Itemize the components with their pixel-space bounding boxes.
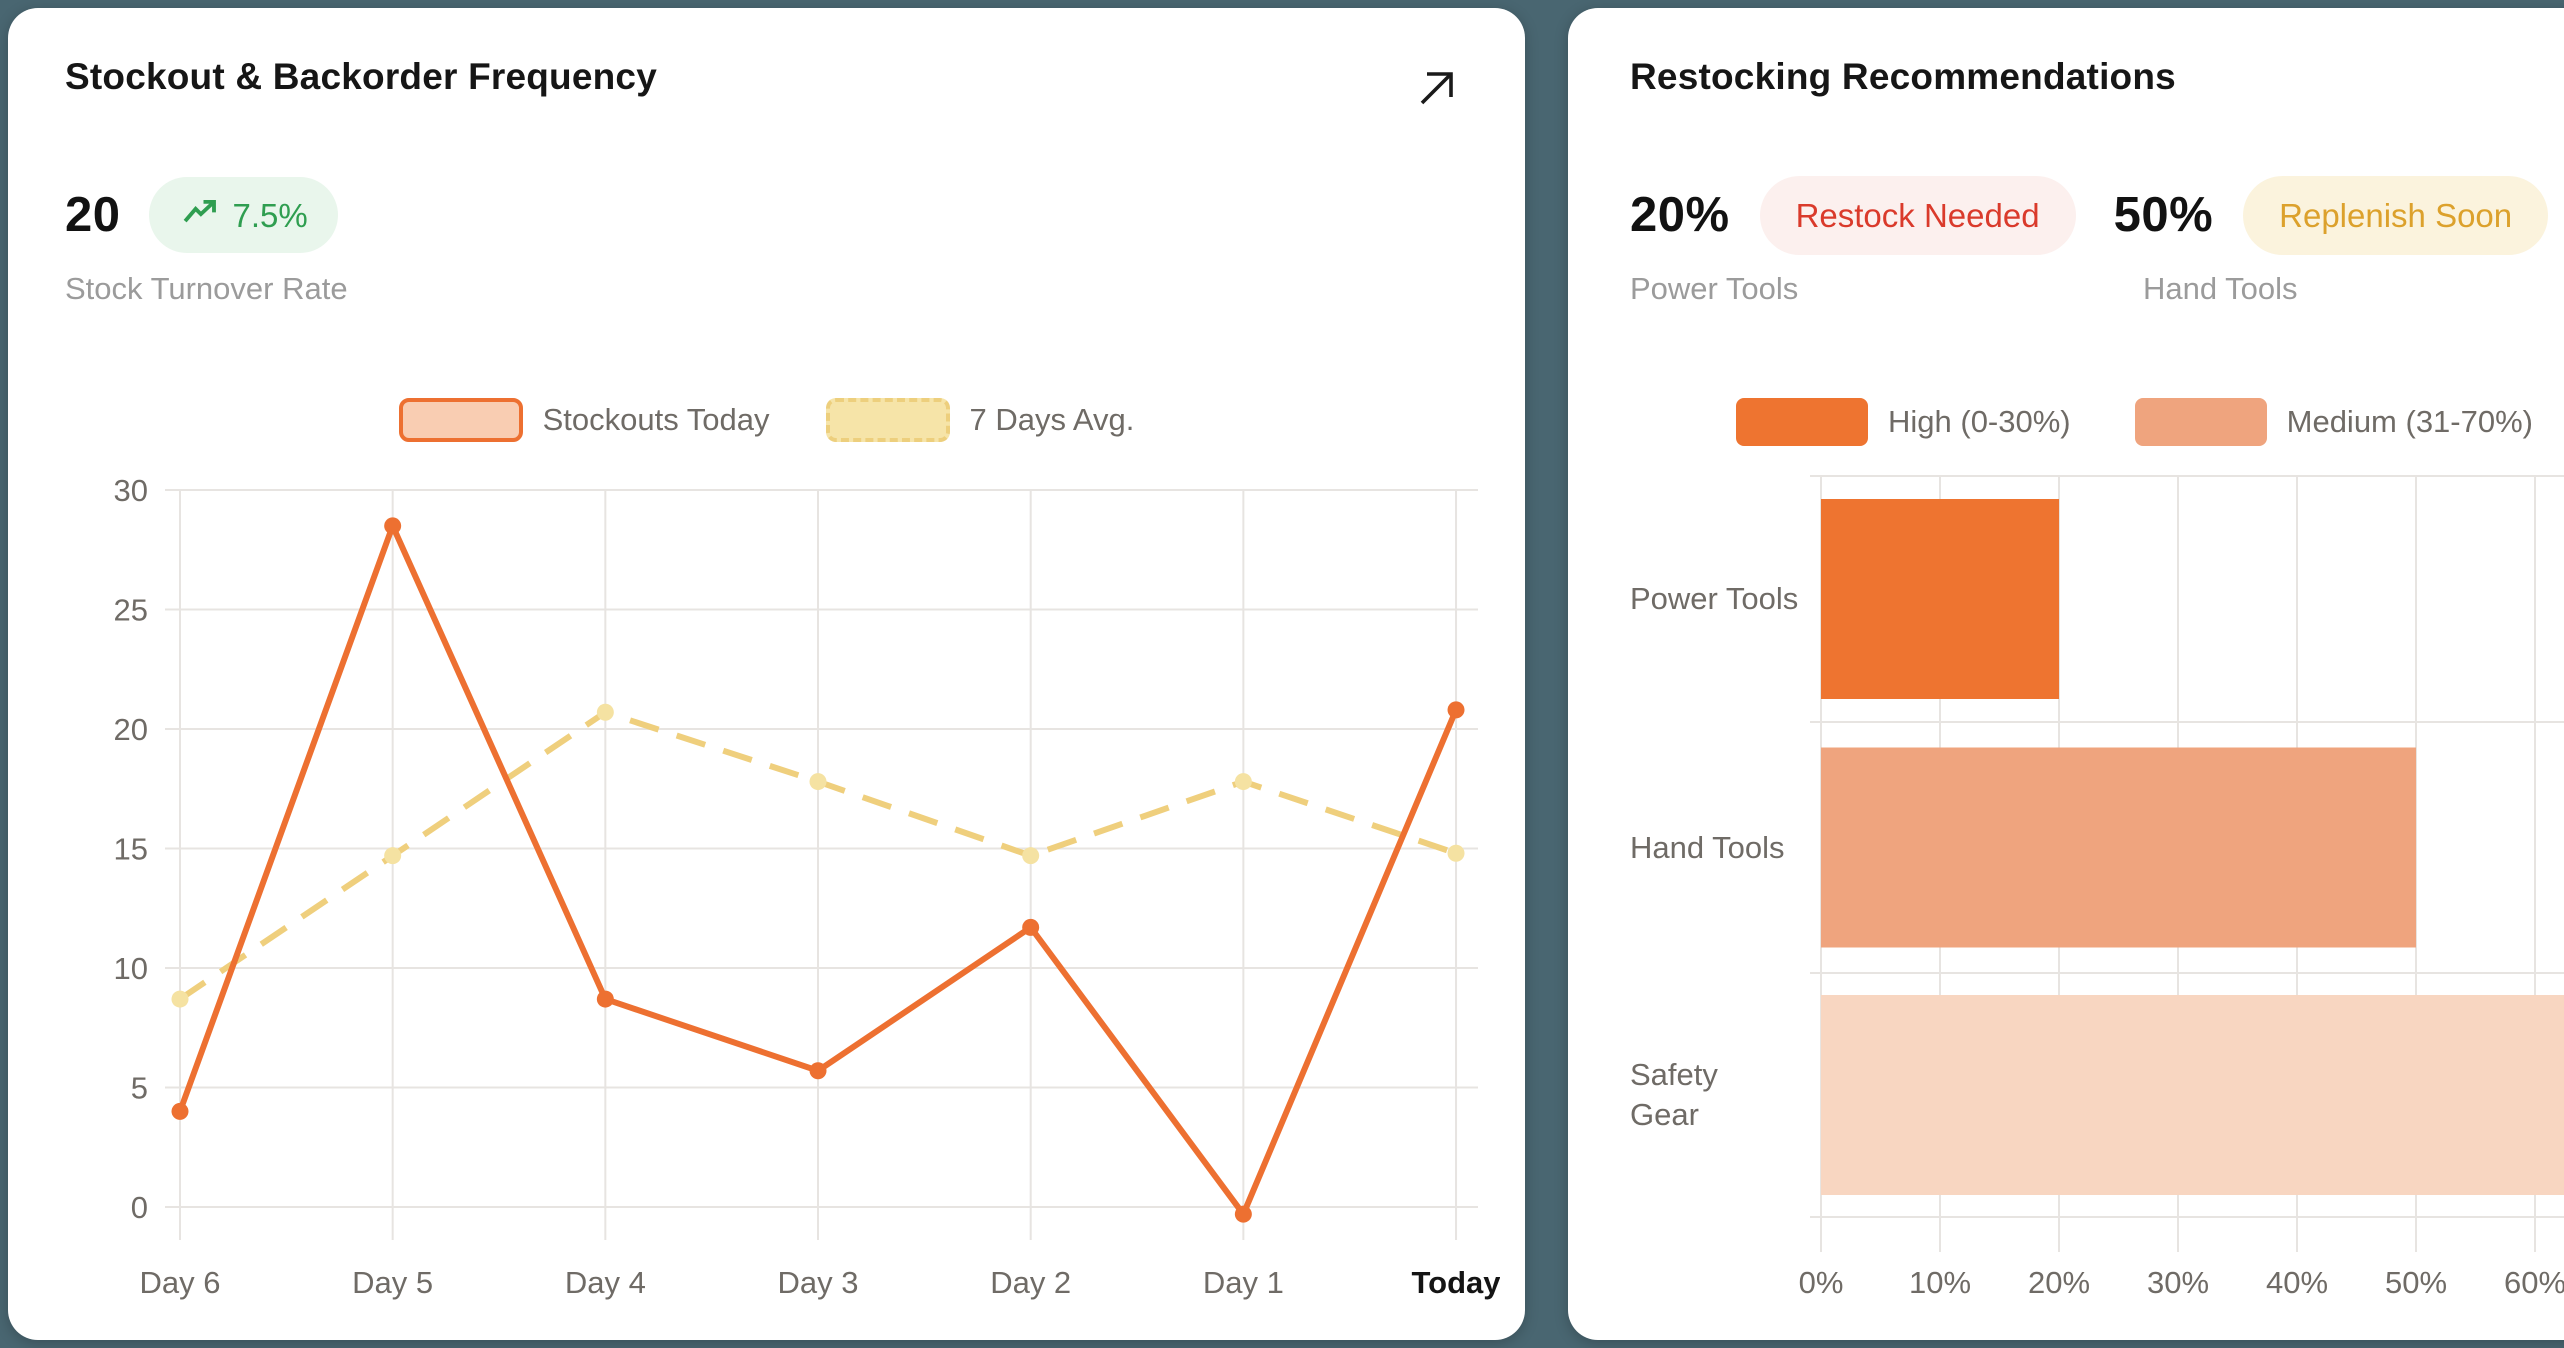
legend-label: 7 Days Avg. bbox=[969, 402, 1135, 437]
bar-legend: High (0-30%) Medium (31-70%) bbox=[1568, 398, 2564, 446]
legend-swatch-icon bbox=[1736, 398, 1868, 446]
line-chart: 0 5 10 15 20 25 30 Day 6 Day 5 Day 4 Day 3 Day 2 Day… bbox=[114, 473, 1502, 1300]
stat-row: 20 7.5% bbox=[65, 171, 338, 259]
y-tick-label: 15 bbox=[114, 832, 148, 867]
bar-power-tools[interactable] bbox=[1821, 499, 2059, 699]
x-tick-label: Day 4 bbox=[565, 1265, 646, 1300]
stat-row-right: 20% Restock Needed 50% Replenish Soon bbox=[1630, 171, 2549, 259]
legend-label: High (0-30%) bbox=[1888, 404, 2071, 439]
page-title-right: Restocking Recommendations bbox=[1630, 56, 2176, 97]
arrow-up-right-icon bbox=[1420, 72, 1453, 105]
legend-label: Stockouts Today bbox=[542, 402, 770, 437]
bar-category-label-1: Hand Tools bbox=[1630, 829, 1785, 865]
x-tick-label: Day 6 bbox=[140, 1265, 221, 1300]
data-point[interactable] bbox=[171, 1102, 189, 1120]
stat-value-power: 20% bbox=[1630, 188, 1730, 242]
data-point[interactable] bbox=[596, 990, 614, 1008]
delta-value: 7.5% bbox=[232, 196, 308, 234]
y-tick-label: 5 bbox=[131, 1071, 148, 1106]
delta-badge: 7.5% bbox=[148, 177, 338, 253]
x-tick-label: 20% bbox=[2028, 1265, 2090, 1300]
stat-label: Stock Turnover Rate bbox=[65, 271, 348, 306]
x-tick-label: Day 3 bbox=[778, 1265, 859, 1300]
legend-swatch-icon bbox=[825, 398, 950, 442]
stat-label-hand: Hand Tools bbox=[2143, 271, 2298, 306]
y-tick-label: 25 bbox=[114, 593, 148, 628]
stat-value-hand: 50% bbox=[2113, 188, 2214, 242]
data-point[interactable] bbox=[1447, 701, 1465, 719]
y-tick-label: 20 bbox=[114, 712, 148, 747]
restock-needed-label: Restock Needed bbox=[1795, 196, 2040, 234]
data-point[interactable] bbox=[1022, 918, 1040, 936]
stockout-card: Stockout & Backorder Frequency 20 7.5% S… bbox=[8, 8, 1525, 1340]
data-point[interactable] bbox=[809, 1062, 827, 1080]
stat-label-power: Power Tools bbox=[1630, 271, 1799, 306]
x-tick-label: Day 2 bbox=[990, 1265, 1071, 1300]
bar-hand-tools[interactable] bbox=[1821, 747, 2416, 948]
x-tick-label: 30% bbox=[2147, 1265, 2209, 1300]
page-title: Stockout & Backorder Frequency bbox=[65, 56, 657, 97]
data-point[interactable] bbox=[384, 517, 402, 535]
legend-item-0[interactable]: High (0-30%) bbox=[1736, 398, 2071, 446]
x-tick-label: 60% bbox=[2504, 1265, 2564, 1300]
x-tick-label: Day 5 bbox=[352, 1265, 433, 1300]
x-tick-label: 40% bbox=[2266, 1265, 2328, 1300]
restock-needed-badge: Restock Needed bbox=[1759, 175, 2076, 255]
bar-safety-gear[interactable] bbox=[1821, 995, 2564, 1195]
legend-item-0[interactable]: Stockouts Today bbox=[398, 398, 770, 442]
data-point[interactable] bbox=[1234, 773, 1252, 791]
restocking-card: Restocking Recommendations 20% Restock N… bbox=[1568, 8, 2564, 1340]
legend-swatch-icon bbox=[398, 398, 523, 442]
x-tick-label: Day 1 bbox=[1203, 1265, 1284, 1300]
data-point[interactable] bbox=[384, 847, 402, 865]
data-point[interactable] bbox=[809, 773, 827, 791]
bar-category-label-0: Power Tools bbox=[1630, 581, 1799, 617]
line-legend: Stockouts Today 7 Days Avg. bbox=[8, 398, 1525, 442]
x-tick-label: 10% bbox=[1909, 1265, 1971, 1300]
y-tick-label: 10 bbox=[114, 951, 148, 986]
legend-item-1[interactable]: 7 Days Avg. bbox=[825, 398, 1135, 442]
bar-category-label-2: Safety Gear bbox=[1630, 1057, 1718, 1132]
legend-item-1[interactable]: Medium (31-70%) bbox=[2134, 398, 2533, 446]
replenish-soon-badge: Replenish Soon bbox=[2243, 175, 2549, 255]
x-tick-label: 50% bbox=[2385, 1265, 2447, 1300]
expand-button[interactable] bbox=[1411, 62, 1463, 114]
stat-value: 20 bbox=[65, 188, 121, 242]
trending-up-icon bbox=[183, 199, 216, 223]
legend-label: Medium (31-70%) bbox=[2286, 404, 2533, 439]
data-point[interactable] bbox=[1234, 1205, 1252, 1223]
data-point[interactable] bbox=[171, 990, 189, 1008]
legend-swatch-icon bbox=[2134, 398, 2267, 446]
data-point[interactable] bbox=[1447, 844, 1465, 862]
y-tick-label: 0 bbox=[131, 1190, 148, 1225]
data-point[interactable] bbox=[596, 703, 614, 721]
y-tick-label: 30 bbox=[114, 473, 148, 508]
replenish-soon-label: Replenish Soon bbox=[2279, 196, 2513, 234]
data-point[interactable] bbox=[1022, 847, 1040, 865]
x-tick-label: Today bbox=[1412, 1265, 1500, 1300]
x-tick-label: 0% bbox=[1799, 1265, 1844, 1300]
bar-chart: 0% 10% 20% 30% 40% 50% 60% bbox=[1799, 475, 2564, 1300]
